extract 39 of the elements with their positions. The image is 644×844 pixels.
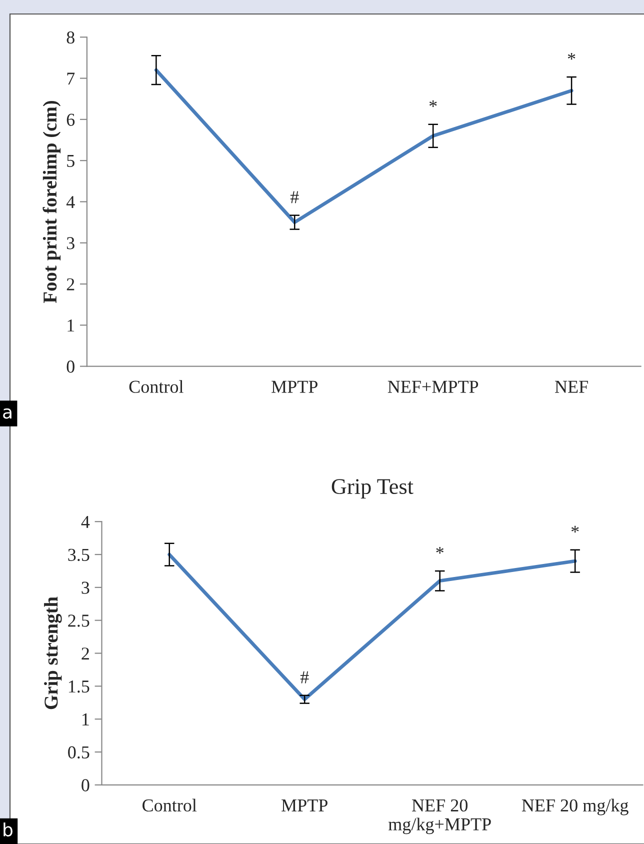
annotation: # [300,671,309,684]
y-tick-label: 0.5 [68,746,90,759]
annotation: # [290,191,299,204]
x-tick-label: NEF 20 mg/kg+MPTP [388,799,491,834]
y-tick-label: 2 [82,648,89,660]
y-tick-label: 2.5 [68,614,90,627]
y-tick-label: 7 [67,72,75,85]
y-tick-label: 3 [82,582,90,594]
chart-title: Grip Test [332,479,414,499]
y-tick-label: 8 [66,31,74,44]
y-tick-label: 4 [66,196,75,208]
y-tick-label: 3 [66,237,74,250]
annotation: * [568,53,576,60]
x-tick-label: MPTP [282,800,328,812]
text: a [3,408,12,419]
x-tick-label: MPTP [272,380,318,393]
line-series [154,68,574,224]
x-tick-label: Control [129,380,184,393]
annotation: * [429,100,437,107]
y-tick-label: 1 [68,319,74,332]
x-tick-label: NEF [555,380,588,393]
y-tick-label: 6 [66,114,75,126]
y-tick-label: 0 [82,779,90,792]
y-tick-label: 5 [67,155,74,168]
y-tick-label: 1 [82,713,89,726]
text: b [4,822,12,836]
x-tick-label: NEF 20 mg/kg [522,798,628,816]
y-tick-label: 4 [81,516,90,528]
y-axis-title: Foot print forelimp (cm) [42,100,61,303]
x-tick-label: NEF+MPTP [388,380,478,393]
y-axis-title: Grip strength [44,596,62,710]
y-tick-label: 1.5 [68,680,90,693]
x-tick-label: Control [142,798,197,812]
y-tick-label: 0 [66,360,74,373]
line-series [168,552,577,702]
annotation: * [436,546,444,554]
y-tick-label: 2 [66,278,74,290]
y-tick-label: 3.5 [68,548,90,562]
annotation: * [571,526,579,533]
